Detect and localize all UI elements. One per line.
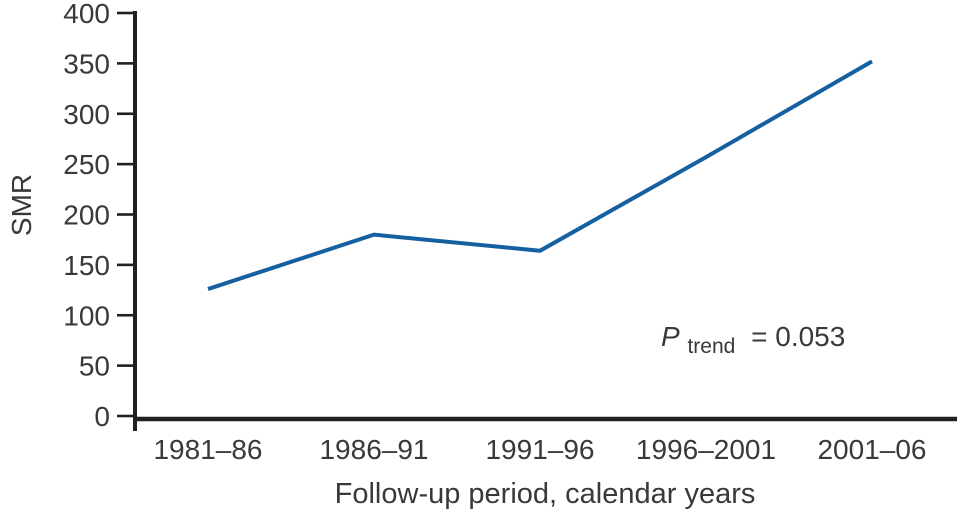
p-value: = 0.053 bbox=[751, 321, 845, 352]
y-tick-label: 150 bbox=[63, 250, 110, 281]
p-subscript: trend bbox=[687, 335, 735, 358]
y-tick-label: 200 bbox=[63, 200, 110, 231]
y-tick-label: 400 bbox=[63, 0, 110, 29]
y-tick-label: 100 bbox=[63, 300, 110, 331]
p-symbol: P bbox=[661, 321, 680, 352]
y-axis-title: SMR bbox=[6, 174, 37, 236]
x-tick-label: 1991–96 bbox=[485, 434, 594, 465]
x-tick-label: 1986–91 bbox=[319, 434, 428, 465]
y-tick-label: 250 bbox=[63, 149, 110, 180]
y-tick-label: 300 bbox=[63, 99, 110, 130]
x-tick-label: 1996–2001 bbox=[636, 434, 776, 465]
y-tick-label: 50 bbox=[79, 351, 110, 382]
y-tick-label: 0 bbox=[94, 401, 110, 432]
x-tick-label: 1981–86 bbox=[153, 434, 262, 465]
x-axis-title: Follow-up period, calendar years bbox=[335, 478, 756, 510]
p-trend-annotation: P trend = 0.053 bbox=[661, 321, 845, 359]
y-tick-label: 350 bbox=[63, 48, 110, 79]
smr-trend-line bbox=[207, 59, 873, 291]
x-tick-label: 2001–06 bbox=[817, 434, 926, 465]
y-axis: 0 50 100 150 200 250 300 350 400 bbox=[63, 0, 137, 432]
x-axis: 1981–86 1986–91 1991–96 1996–2001 2001–06 bbox=[133, 416, 957, 465]
